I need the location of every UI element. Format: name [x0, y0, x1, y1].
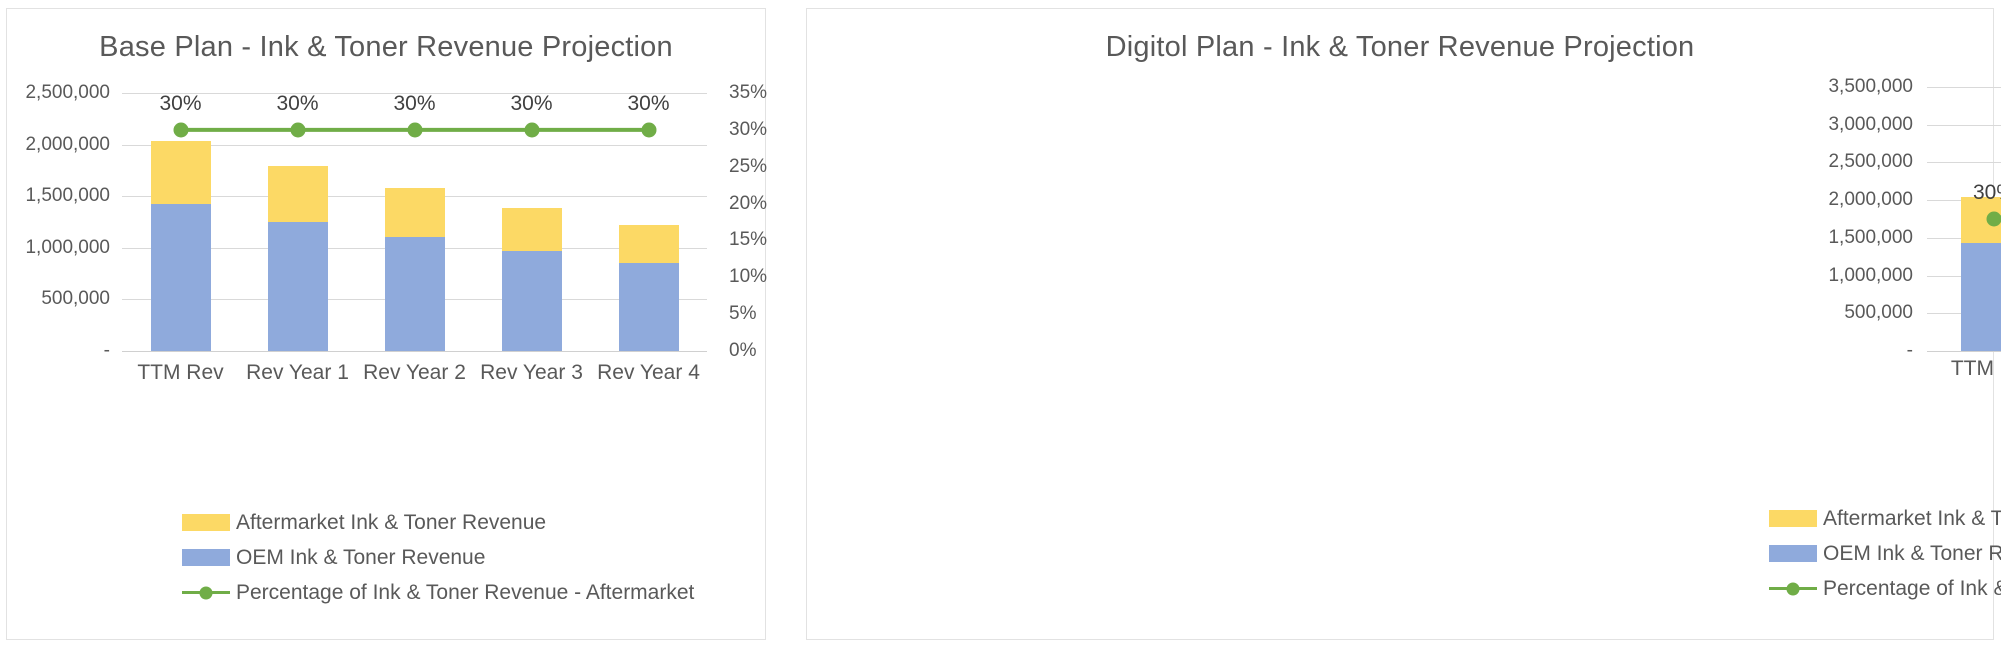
bar-segment-aftermarket[interactable] [150, 140, 211, 204]
y-axis-tick-left: 500,000 [41, 288, 110, 310]
y-axis-tick-left: 1,500,000 [1828, 226, 1913, 248]
gridline [122, 144, 707, 146]
legend-swatch-icon [1769, 545, 1817, 562]
stacked-bar[interactable] [384, 188, 445, 351]
legend-line-marker-icon [182, 584, 230, 601]
bar-segment-oem[interactable] [384, 236, 445, 351]
data-label-percentage: 30% [1972, 181, 2001, 204]
bar-segment-oem[interactable] [150, 203, 211, 351]
stacked-bar[interactable] [1961, 197, 2001, 351]
plot-area-base-plan: - 500,000 1,000,000 1,500,000 2,000,000 2,500… [25, 82, 767, 361]
line-data-point[interactable] [524, 122, 539, 138]
gridline [1927, 162, 2001, 164]
legend-line-marker-icon [1769, 580, 1817, 597]
x-axis-line [122, 351, 707, 352]
x-axis-label: Rev Year 2 [363, 361, 466, 384]
stacked-bar[interactable] [501, 207, 562, 351]
legend-label: Percentage of Ink & Toner Revenue - Afte… [1823, 576, 2001, 600]
x-axis-label: Rev Year 4 [597, 361, 700, 384]
stacked-bar[interactable] [150, 140, 211, 351]
y-axis-tick-left: 2,500,000 [25, 82, 110, 103]
line-data-point[interactable] [290, 122, 305, 138]
legend-item[interactable]: Aftermarket Ink & Toner Revenue [182, 505, 694, 540]
legend-item[interactable]: Percentage of Ink & Toner Revenue - Afte… [1769, 571, 2001, 606]
y-axis-tick-left: 1,000,000 [25, 236, 110, 258]
data-label-percentage: 30% [276, 91, 319, 115]
data-label-percentage: 30% [510, 91, 553, 115]
line-data-point[interactable] [1986, 211, 2001, 227]
legend-swatch-icon [182, 549, 230, 566]
stacked-bar[interactable] [267, 166, 328, 351]
legend-label: OEM Ink & Toner Revenue [236, 545, 486, 569]
x-axis-label: TTM Rev [1950, 357, 2001, 380]
legend-label: Aftermarket Ink & Toner Revenue [236, 510, 547, 534]
x-axis-labels-base-plan: TTM Rev Rev Year 1 Rev Year 2 Rev Year 3 Rev… [122, 361, 707, 385]
y-axis-tick-left: 500,000 [1844, 302, 1913, 324]
bar-segment-oem[interactable] [1961, 243, 2001, 351]
legend-item[interactable]: OEM Ink & Toner Revenue [1769, 536, 2001, 571]
gridline [1927, 124, 2001, 126]
page-title-secondary: Digitol Plan - Ink & Toner Revenue Proje… [1105, 31, 1695, 63]
legend-label: Percentage of Ink & Toner Revenue - Afte… [236, 580, 695, 604]
legend-swatch-icon [1769, 510, 1817, 527]
y-axis-tick-left: 1,500,000 [25, 185, 110, 207]
y-axis-tick-left: 3,000,000 [1828, 113, 1913, 135]
y-axis-tick-right: 5% [729, 303, 757, 325]
data-label-percentage: 30% [627, 91, 670, 115]
y-axis-tick-left: - [1906, 340, 1913, 361]
x-axis-label: Rev Year 3 [480, 361, 583, 384]
chart-card-base-plan[interactable]: Base Plan - Ink & Toner Revenue Projecti… [6, 8, 767, 640]
y-axis-tick-right: 15% [729, 229, 768, 251]
gridline [122, 93, 707, 94]
gridline [1927, 87, 2001, 88]
legend-item[interactable]: OEM Ink & Toner Revenue [182, 540, 694, 575]
x-axis-line [1927, 351, 2001, 352]
y-axis-tick-left: 1,000,000 [1828, 264, 1913, 286]
y-axis-tick-right: 20% [729, 192, 768, 214]
y-axis-tick-left: 2,000,000 [1828, 189, 1913, 211]
legend-digitol-plan[interactable]: Aftermarket Ink & Toner Revenue OEM Ink &… [1769, 501, 2001, 606]
chart-card-digitol-plan[interactable]: Digitol Plan - Ink & Toner Revenue Proje… [806, 8, 2001, 640]
x-axis-label: Rev Year 1 [246, 361, 349, 384]
bar-segment-aftermarket[interactable] [501, 207, 562, 251]
bar-segment-aftermarket[interactable] [618, 224, 679, 263]
line-data-point[interactable] [641, 122, 656, 138]
y-axis-tick-left: 3,500,000 [1828, 76, 1913, 97]
plot-area-digitol-plan: - 500,000 1,000,000 1,500,000 2,000,000 2,500… [1828, 76, 2001, 361]
y-axis-tick-right: 35% [729, 82, 768, 103]
page-title: Base Plan - Ink & Toner Revenue Projecti… [99, 31, 673, 63]
y-axis-tick-right: 30% [729, 118, 768, 140]
stacked-bar[interactable] [618, 224, 679, 351]
x-axis-label: TTM Rev [137, 361, 224, 384]
bar-segment-aftermarket[interactable] [384, 188, 445, 237]
line-data-point[interactable] [407, 122, 422, 138]
data-label-percentage: 30% [393, 91, 436, 115]
legend-item[interactable]: Aftermarket Ink & Toner Revenue [1769, 501, 2001, 536]
y-axis-tick-left: 2,500,000 [1828, 151, 1913, 173]
y-axis-tick-right: 10% [729, 266, 768, 288]
bar-segment-oem[interactable] [267, 221, 328, 351]
line-data-point[interactable] [173, 122, 188, 138]
bar-segment-aftermarket[interactable] [267, 166, 328, 222]
legend-label: OEM Ink & Toner Revenue [1823, 541, 2001, 565]
y-axis-tick-right: 0% [729, 340, 757, 361]
y-axis-tick-left: 2,000,000 [25, 133, 110, 155]
legend-item[interactable]: Percentage of Ink & Toner Revenue - Afte… [182, 575, 694, 610]
legend-base-plan[interactable]: Aftermarket Ink & Toner Revenue OEM Ink &… [182, 505, 694, 610]
data-label-percentage: 30% [159, 91, 202, 115]
bar-segment-oem[interactable] [618, 262, 679, 351]
bar-segment-oem[interactable] [501, 250, 562, 351]
y-axis-tick-left: - [103, 340, 110, 361]
legend-label: Aftermarket Ink & Toner Revenue [1823, 506, 2001, 530]
y-axis-tick-right: 25% [729, 155, 768, 177]
legend-swatch-icon [182, 514, 230, 531]
